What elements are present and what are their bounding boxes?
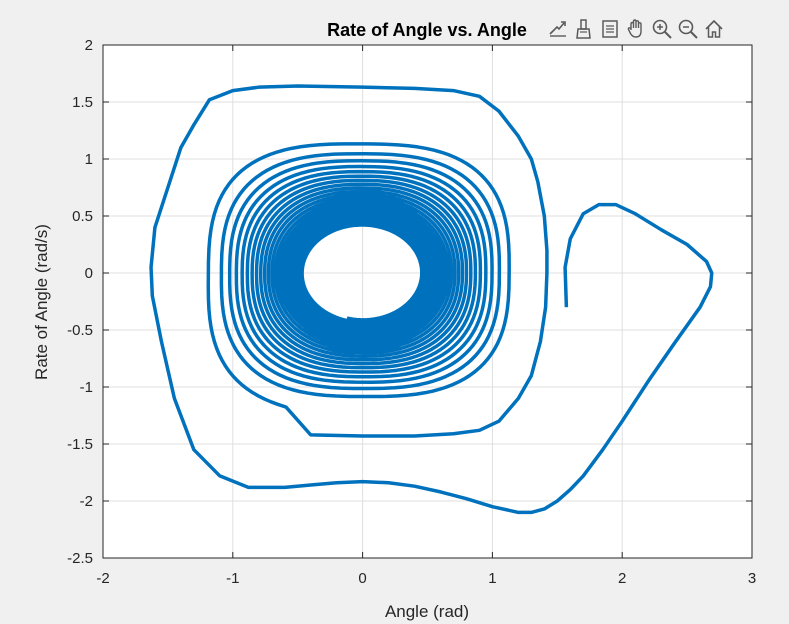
x-tick-label: 1 <box>488 570 496 587</box>
axes-toolbar <box>546 14 726 44</box>
x-tick-label: -1 <box>226 570 239 587</box>
y-tick-label: -1 <box>80 379 93 396</box>
y-tick-label: -0.5 <box>67 322 93 339</box>
trajectory-line <box>149 84 714 515</box>
home-button[interactable] <box>702 16 726 42</box>
y-tick-label: -1.5 <box>67 436 93 453</box>
y-tick-label: -2.5 <box>67 550 93 567</box>
pan-button[interactable] <box>624 16 648 42</box>
axes-box <box>102 44 753 559</box>
y-tick-label: 0.5 <box>72 208 93 225</box>
zoom-out-icon <box>678 19 698 39</box>
export-button[interactable] <box>546 16 570 42</box>
x-tick-labels: -2 -1 0 1 2 3 <box>96 570 756 587</box>
zoom-in-button[interactable] <box>650 16 674 42</box>
y-tick-labels: -2.5 -2 -1.5 -1 -0.5 0 0.5 1 1.5 2 <box>67 37 93 567</box>
export-icon <box>549 21 566 37</box>
brush-button[interactable] <box>572 16 596 42</box>
ticks <box>102 44 753 559</box>
data-layer <box>149 84 714 515</box>
x-tick-label: -2 <box>96 570 109 587</box>
x-tick-label: 2 <box>618 570 626 587</box>
y-tick-label: 1 <box>85 151 93 168</box>
home-icon <box>705 19 723 38</box>
data-tips-button[interactable] <box>598 16 622 42</box>
pan-icon <box>627 19 642 38</box>
zoom-in-icon <box>652 19 672 39</box>
y-axis-label: Rate of Angle (rad/s) <box>32 224 51 380</box>
chart-title: Rate of Angle vs. Angle <box>327 20 527 40</box>
x-tick-label: 3 <box>748 570 756 587</box>
data-tips-icon <box>602 20 618 38</box>
y-tick-label: 1.5 <box>72 94 93 111</box>
brush-icon <box>576 19 591 39</box>
y-tick-label: -2 <box>80 493 93 510</box>
x-tick-label: 0 <box>358 570 366 587</box>
y-tick-label: 2 <box>85 37 93 54</box>
zoom-out-button[interactable] <box>676 16 700 42</box>
y-tick-label: 0 <box>85 265 93 282</box>
x-axis-label: Angle (rad) <box>385 602 469 621</box>
